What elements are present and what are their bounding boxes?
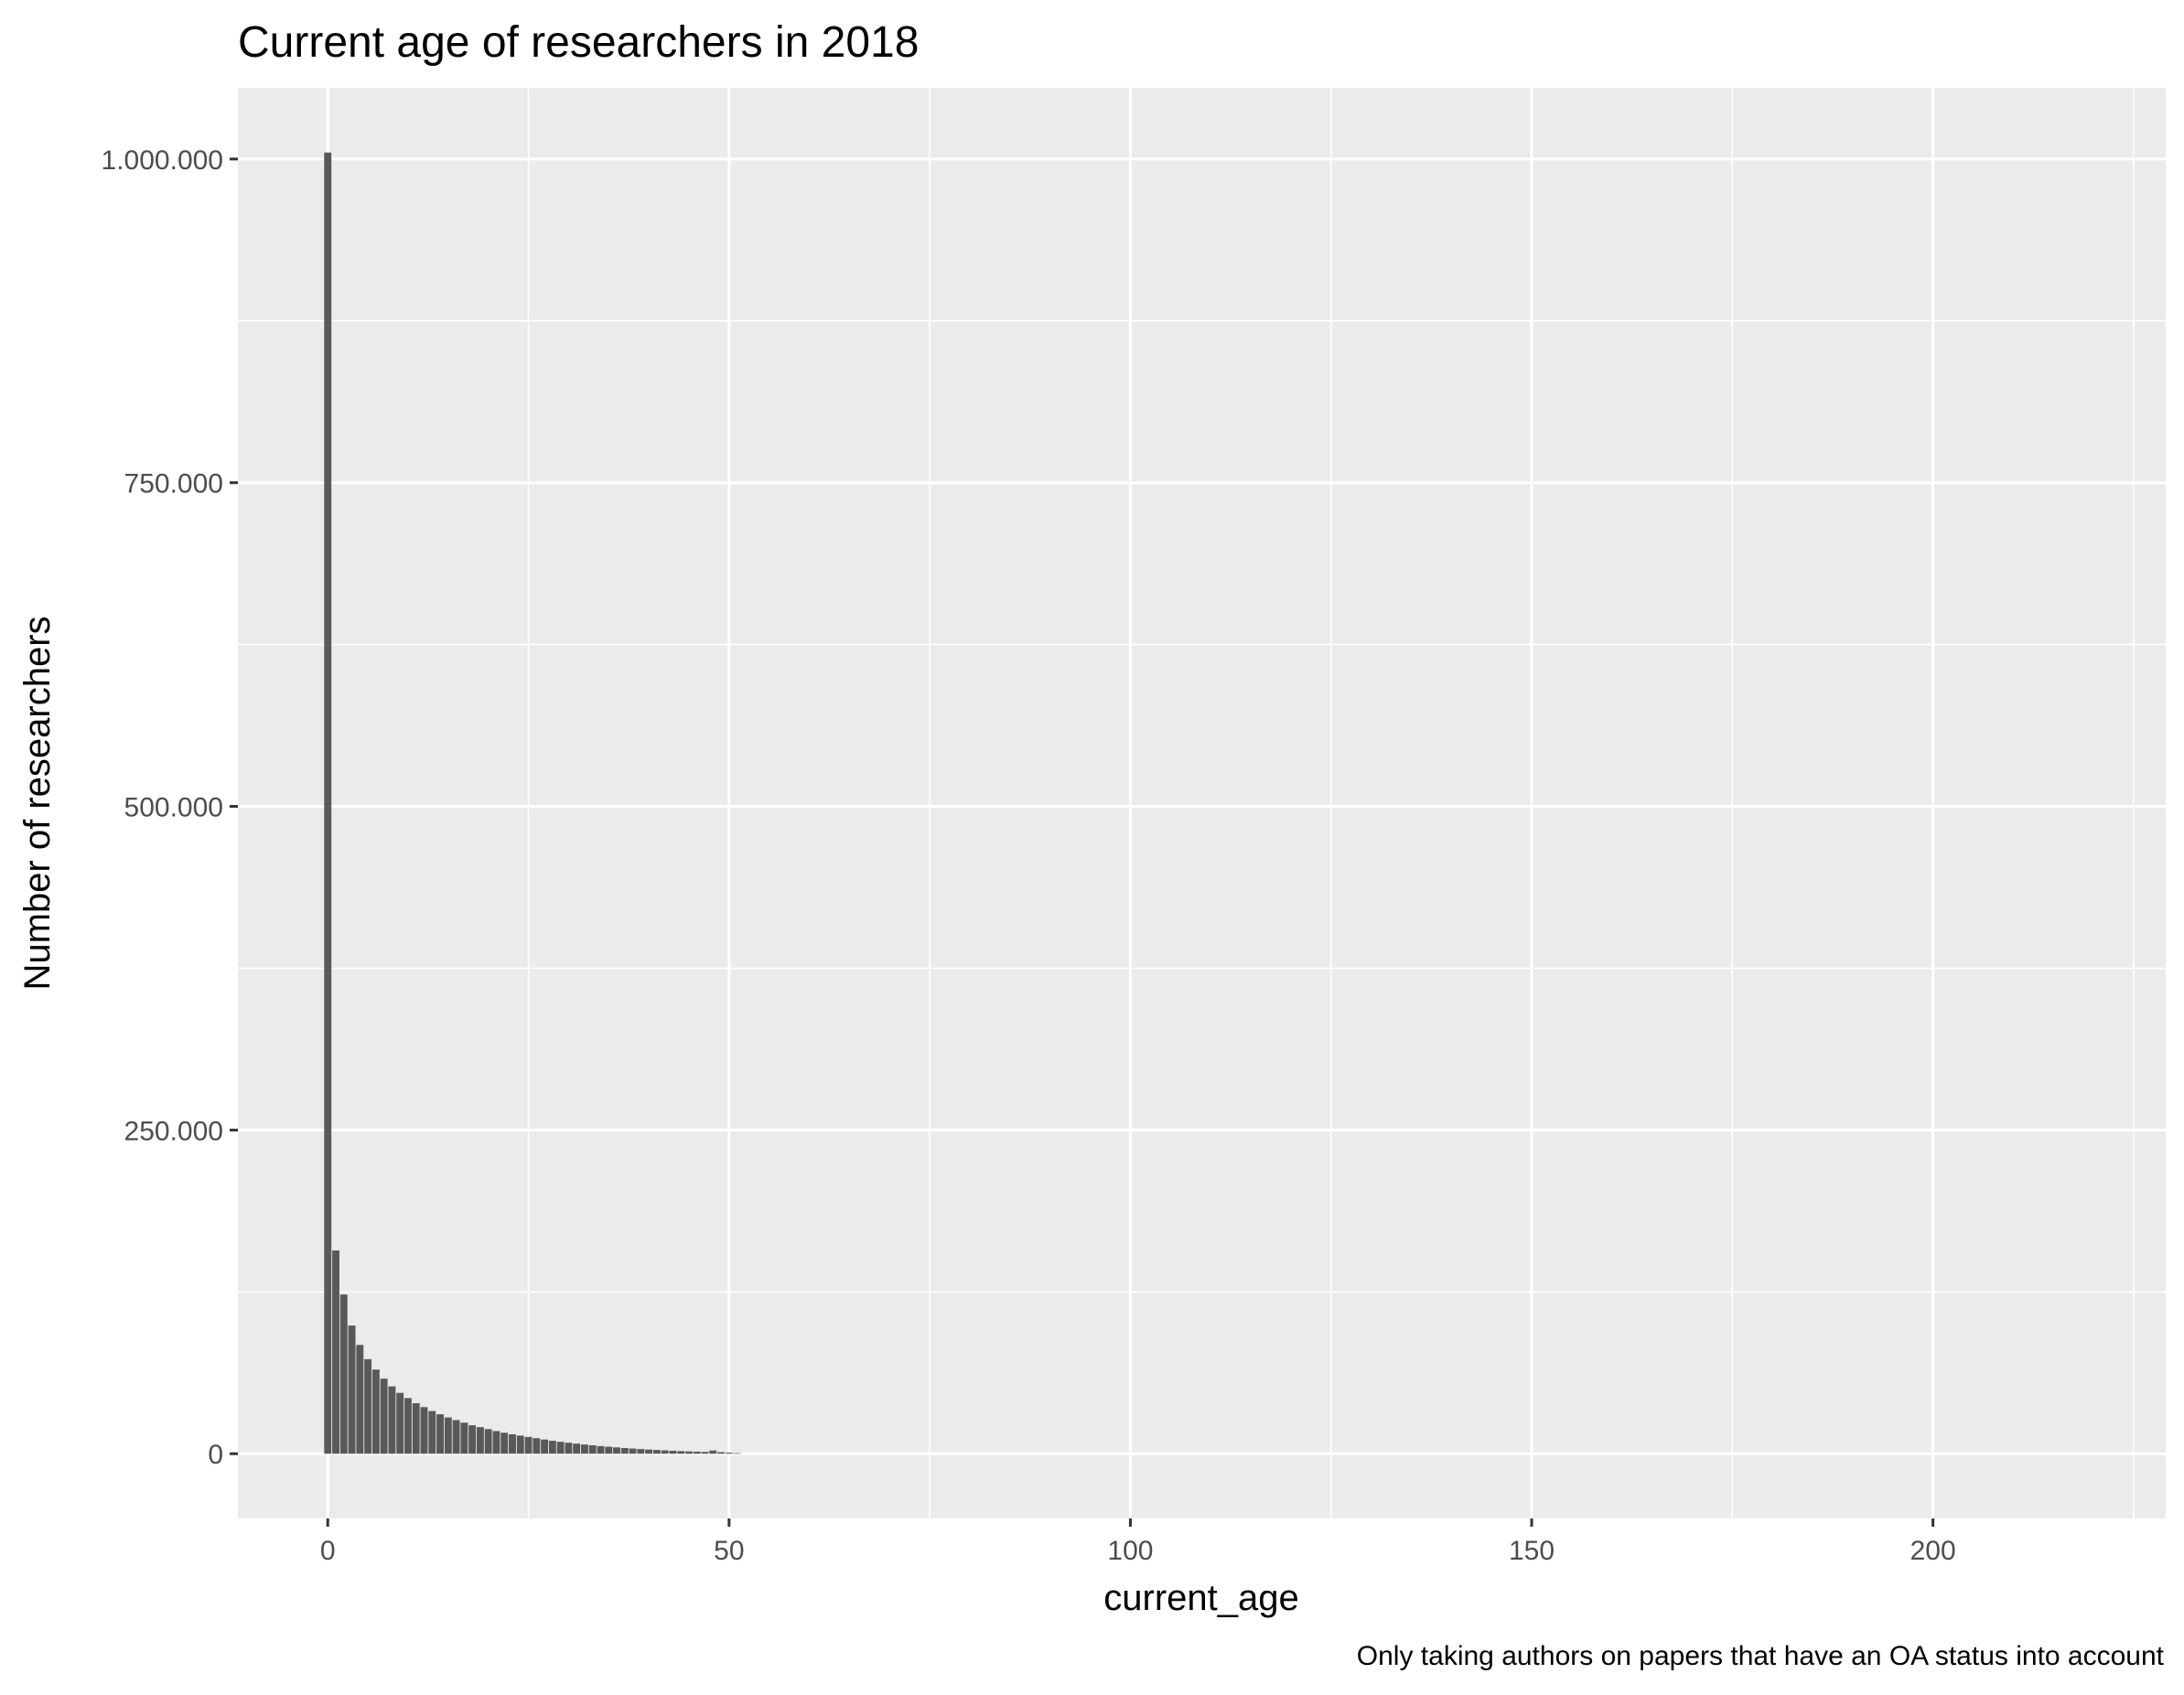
bar [645,1449,653,1454]
y-tick-label: 1.000.000 [102,145,223,176]
bar [637,1449,645,1454]
bar [541,1439,549,1454]
x-axis: 0 50 100 150 200 [320,1518,1956,1566]
bar [652,1450,661,1454]
bar [348,1325,356,1454]
bar [605,1446,613,1454]
bar [332,1250,339,1454]
chart-caption: Only taking authors on papers that have … [1357,1641,2165,1671]
bar [468,1425,477,1454]
bar [444,1417,452,1454]
bar [701,1452,709,1454]
bar [548,1441,556,1454]
y-tick-label: 500.000 [124,793,223,823]
bar [404,1398,412,1454]
bar [629,1448,637,1454]
y-axis-title: Number of researchers [17,616,58,990]
chart-title: Current age of researchers in 2018 [238,18,919,67]
x-tick-label: 150 [1509,1536,1555,1566]
minor-gridlines [238,88,2166,1518]
bar [396,1392,404,1454]
x-tick-label: 200 [1910,1536,1956,1566]
bar [677,1451,685,1454]
y-tick-label: 0 [208,1440,223,1470]
bar [436,1414,444,1454]
plot-panel [238,88,2166,1518]
bar [428,1411,436,1454]
bar [412,1403,420,1454]
major-gridlines [238,88,2166,1518]
x-axis-title: current_age [1103,1578,1298,1618]
bar [620,1448,629,1454]
bar [476,1427,484,1454]
bar [573,1443,581,1454]
bar [380,1379,388,1454]
bar [388,1386,396,1454]
y-axis: 0 250.000 500.000 750.000 1.000.000 [102,145,238,1470]
bar [339,1294,348,1454]
bar [725,1453,733,1454]
bar [717,1452,726,1454]
bar [371,1369,380,1454]
bar [556,1442,565,1454]
bar [709,1450,717,1454]
bar [693,1451,701,1454]
bar [324,152,332,1454]
bar [524,1436,533,1454]
x-tick-label: 50 [714,1536,744,1566]
bar [613,1447,620,1454]
bars [324,152,741,1454]
bar [669,1450,677,1454]
y-tick-label: 250.000 [124,1116,223,1146]
bar [356,1345,364,1454]
bar [580,1444,588,1454]
y-tick-label: 750.000 [124,469,223,499]
bar [492,1431,500,1454]
bar [661,1450,669,1454]
bar [685,1451,693,1454]
x-tick-label: 0 [320,1536,336,1566]
x-tick-label: 100 [1107,1536,1153,1566]
bar [597,1445,605,1454]
bar [484,1429,492,1454]
bar [420,1407,428,1454]
bar [588,1445,597,1454]
bar [460,1422,468,1454]
bar [500,1432,509,1454]
bar [364,1358,372,1454]
bar [565,1443,573,1454]
bar [452,1420,460,1454]
bar [533,1438,541,1454]
bar [516,1435,524,1454]
bar [509,1434,516,1454]
